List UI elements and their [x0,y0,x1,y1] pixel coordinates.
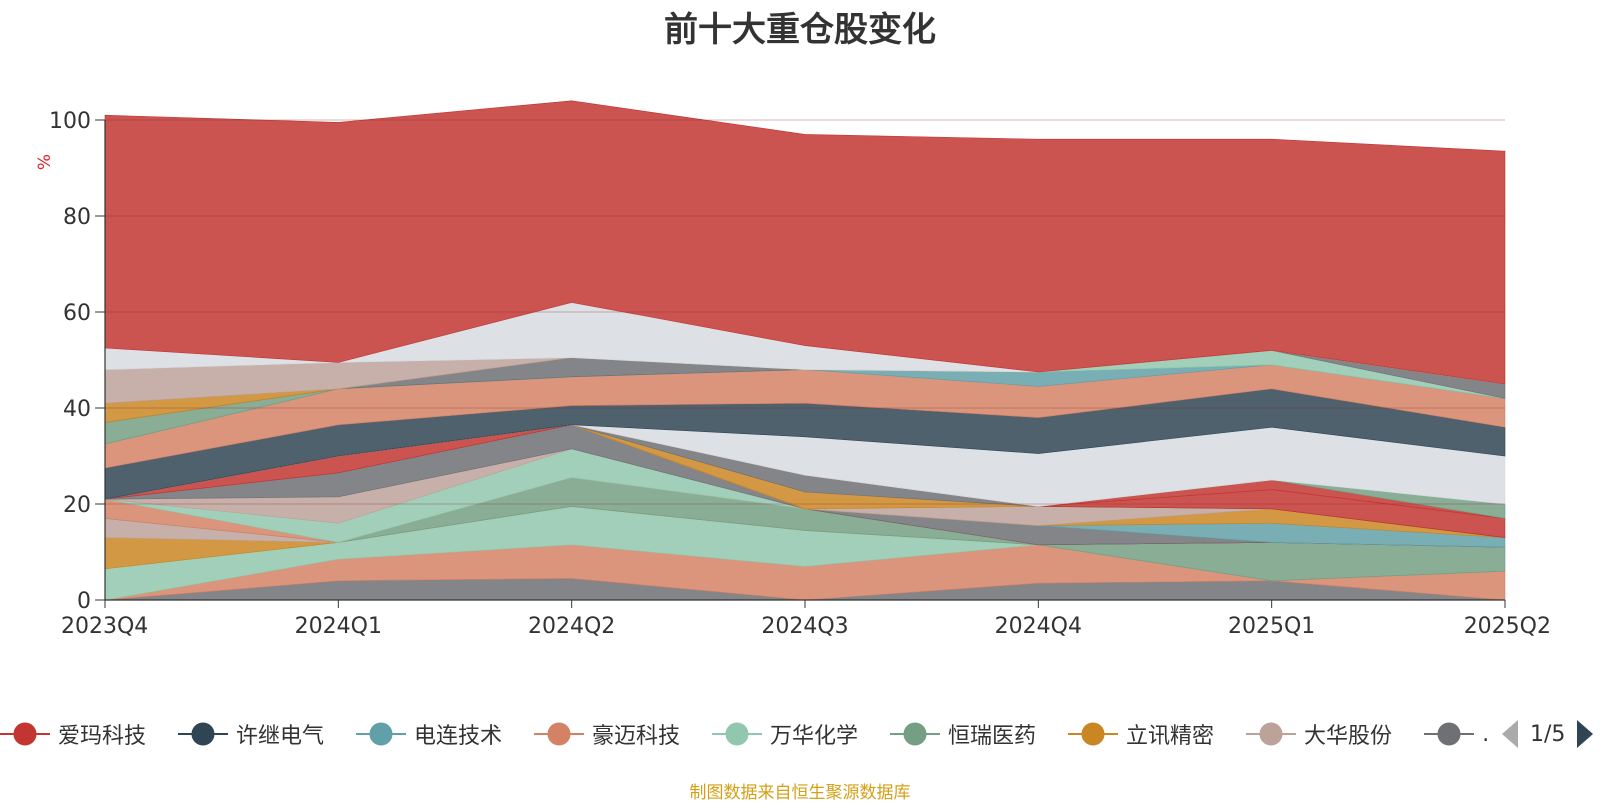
x-tick-label: 2024Q2 [528,614,615,639]
legend-item[interactable]: 许继电气 [178,712,324,756]
legend-item[interactable]: 电连技术 [356,712,502,756]
y-tick-label: 60 [63,301,91,326]
legend-item[interactable]: 大华股份 [1246,712,1392,756]
legend-marker-icon [356,722,406,746]
legend-label: 豪迈科技 [592,724,681,749]
legend-marker-icon [534,722,584,746]
legend-marker-icon [1068,722,1118,746]
legend-marker-icon [178,722,228,746]
x-tick-label: 2025Q1 [1228,614,1315,639]
legend-item[interactable]: 恒瑞医药 [890,712,1036,756]
y-axis-label: % [35,154,55,170]
legend-label: 电连技术 [414,724,503,749]
y-tick-label: 0 [77,589,91,614]
x-tick-label: 2024Q3 [761,614,848,639]
x-tick-label: 2024Q1 [295,614,382,639]
x-tick-label: 2024Q4 [995,614,1082,639]
stacked-area-chart: 0 20 40 60 80 100 2023Q4 2024Q1 2024Q2 2024Q3 2024… [35,100,1551,639]
legend-item[interactable]: 爱玛科技 [0,712,146,756]
pager-text: 1/5 [1530,721,1566,747]
chart-title: 前十大重仓股变化 [664,10,936,50]
legend-label: 恒瑞医药 [948,724,1037,749]
legend-marker-icon [1246,722,1296,746]
grid-lines [105,119,1505,505]
legend-item[interactable]: 万华化学 [712,712,858,756]
legend-item[interactable]: 立讯精密 [1068,712,1214,756]
area-series-31 [104,100,1506,385]
legend-label: 许继电气 [236,724,325,749]
legend-marker-icon [712,722,762,746]
y-tick-label: 80 [63,205,91,230]
legend-marker-icon [890,722,940,746]
legend-label: 万华化学 [770,724,859,749]
legend-item[interactable]: 豪迈科技 [534,712,680,756]
x-tick-label: 2023Q4 [61,614,148,639]
pager-prev-icon[interactable] [1500,718,1520,750]
area-series-group [104,100,1506,601]
legend: 爱玛科技 许继电气 电连技术 豪迈科技 万华化学 恒瑞医药 立讯精密 大华股份 … [0,712,1490,756]
legend-pager: 1/5 [1500,712,1595,756]
legend-label: 大华股份 [1304,724,1393,749]
legend-label: 爱玛科技 [58,724,147,749]
pager-next-icon[interactable] [1575,718,1595,750]
source-note: 制图数据来自恒生聚源数据库 [689,783,911,803]
y-tick-label: 100 [49,109,91,134]
legend-marker-icon [0,722,50,746]
y-tick-label: 20 [63,493,91,518]
axes: 0 20 40 60 80 100 2023Q4 2024Q1 2024Q2 2024Q3 2024… [49,109,1551,639]
legend-marker-icon [1424,722,1474,746]
legend-label: … [1482,722,1490,747]
y-tick-label: 40 [63,397,91,422]
legend-label: 立讯精密 [1126,724,1215,749]
x-tick-label: 2025Q2 [1464,614,1551,639]
legend-item[interactable]: … [1424,712,1490,756]
